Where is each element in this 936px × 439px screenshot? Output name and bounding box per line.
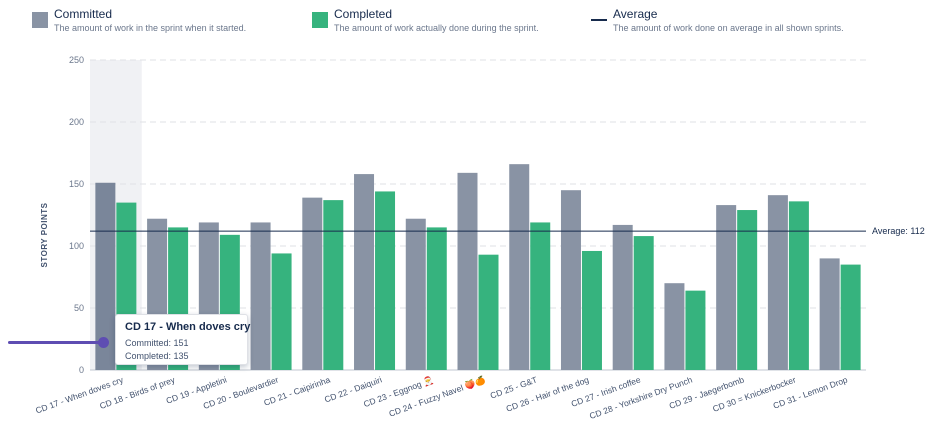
completed-bar[interactable] [323,200,344,370]
committed-bar[interactable] [664,283,685,370]
tooltip-committed: Committed: 151 [125,338,189,348]
completed-swatch [312,12,328,28]
completed-bar[interactable] [426,227,447,370]
committed-bar[interactable] [250,222,271,370]
committed-bar[interactable] [560,190,581,370]
completed-bar[interactable] [633,236,654,370]
y-tick-label: 50 [74,303,84,313]
committed-bar[interactable] [819,258,840,370]
chart-legend: Committed The amount of work in the spri… [0,6,936,40]
completed-bar[interactable] [271,253,292,370]
committed-bar[interactable] [509,164,530,370]
bar-tooltip: CD 17 - When doves cry Committed: 151 Co… [115,314,251,365]
legend-completed-label: Completed [334,7,393,21]
committed-bar[interactable] [354,174,375,370]
y-tick-label: 0 [79,365,84,375]
committed-bar[interactable] [302,197,323,370]
x-tick-label: CD 17 - When doves cry [34,374,125,415]
legend-committed-label: Committed [54,7,113,21]
committed-bar[interactable] [405,218,426,370]
legend-average-desc: The amount of work done on average in al… [613,23,844,33]
committed-bar[interactable] [716,205,737,370]
legend-average-label: Average [613,7,658,21]
callout-pointer-dot [98,337,109,348]
legend-completed-desc: The amount of work actually done during … [334,23,539,33]
tooltip-title: CD 17 - When doves cry [125,321,251,333]
completed-bar[interactable] [840,264,861,370]
y-tick-label: 100 [69,241,84,251]
y-tick-label: 200 [69,117,84,127]
committed-bar[interactable] [457,172,478,370]
x-tick-label: CD 24 - Fuzzy Navel 🍑🍊 [387,374,487,418]
committed-swatch [32,12,48,28]
legend-committed-desc: The amount of work in the sprint when it… [54,23,247,33]
y-axis-title: STORY POINTS [40,202,49,267]
committed-bar[interactable] [95,182,116,370]
callout-pointer-line [8,341,103,344]
completed-bar[interactable] [581,250,602,370]
completed-bar[interactable] [788,201,809,370]
completed-bar[interactable] [478,254,499,370]
tooltip-completed: Completed: 135 [125,351,189,361]
y-tick-label: 250 [69,55,84,65]
completed-bar[interactable] [737,210,758,370]
average-label: Average: 112 [872,226,925,236]
completed-bar[interactable] [375,191,396,370]
average-line-swatch [591,19,607,21]
completed-bar[interactable] [685,290,706,370]
committed-bar[interactable] [612,224,633,370]
y-tick-label: 150 [69,179,84,189]
completed-bar[interactable] [530,222,551,370]
committed-bar[interactable] [767,195,788,370]
